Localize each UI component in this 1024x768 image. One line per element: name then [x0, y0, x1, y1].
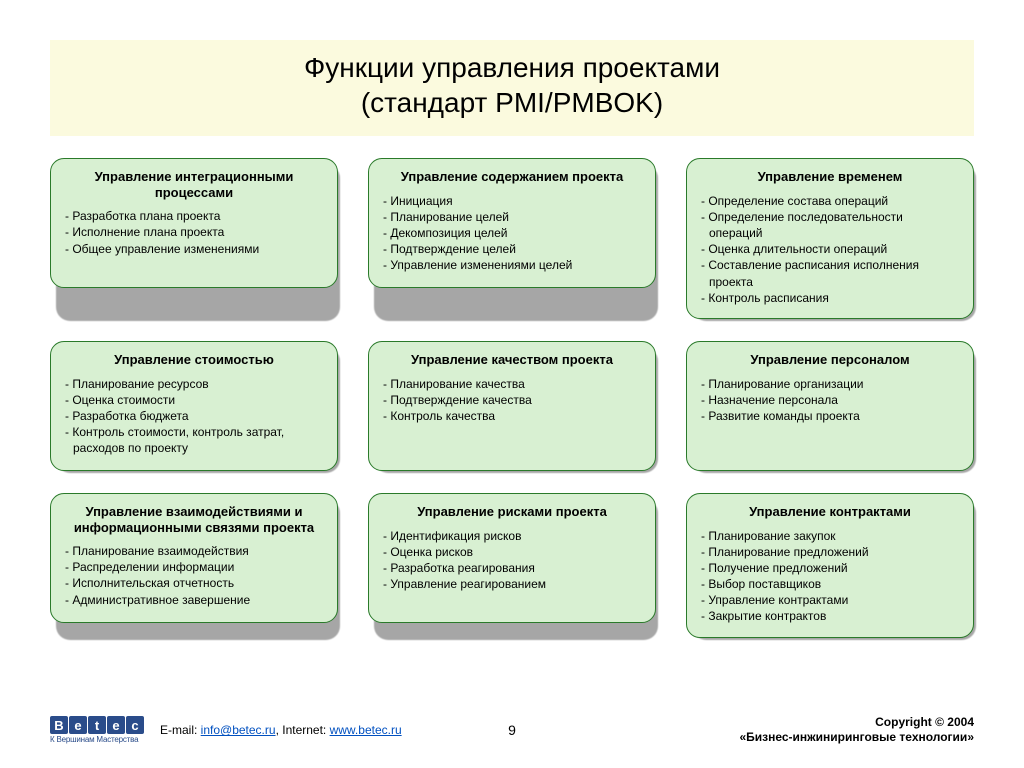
logo-letter: e — [69, 716, 87, 734]
card-list-item: Планирование качества — [383, 376, 641, 392]
card-list-item: Оценка рисков — [383, 544, 641, 560]
card-body: Управление персоналом Планирование органи… — [686, 341, 974, 471]
card-title: Управление содержанием проекта — [383, 169, 641, 185]
card-list-item: Оценка стоимости — [65, 392, 323, 408]
title-line-2: (стандарт PMI/PMBOK) — [50, 85, 974, 120]
card-body: Управление рисками проекта Идентификация … — [368, 493, 656, 623]
card: Управление взаимодействиями и информацио… — [50, 493, 338, 638]
page-number: 9 — [508, 722, 516, 738]
logo-letters: Betec — [50, 716, 144, 734]
card-list: Планирование организацииНазначение персо… — [701, 376, 959, 425]
card-title: Управление качеством проекта — [383, 352, 641, 368]
copyright: Copyright © 2004 «Бизнес-инжиниринговые … — [739, 715, 974, 746]
slide-page: Функции управления проектами (стандарт P… — [0, 0, 1024, 768]
card-list-item: Идентификация рисков — [383, 528, 641, 544]
card-body: Управление стоимостью Планирование ресурс… — [50, 341, 338, 471]
card-list-item: Получение предложений — [701, 560, 959, 576]
card-list: Идентификация рисковОценка рисковРазрабо… — [383, 528, 641, 593]
card-body: Управление взаимодействиями и информацио… — [50, 493, 338, 623]
card: Управление содержанием проектаИнициацияП… — [368, 158, 656, 319]
card-list-item: Исполнительская отчетность — [65, 575, 323, 591]
card-list-item: Административное завершение — [65, 592, 323, 608]
contact-line: E-mail: info@betec.ru, Internet: www.bet… — [160, 723, 402, 737]
slide-title: Функции управления проектами (стандарт P… — [50, 50, 974, 120]
logo: Betec К Вершинам Мастерства — [50, 716, 144, 744]
card: Управление персоналом Планирование органи… — [686, 341, 974, 471]
contact-mid: , Internet: — [276, 723, 330, 737]
card-list-item: Планирование предложений — [701, 544, 959, 560]
copyright-line-1: Copyright © 2004 — [739, 715, 974, 731]
footer: Betec К Вершинам Мастерства E-mail: info… — [50, 715, 974, 746]
logo-letter: e — [107, 716, 125, 734]
card-list-item: Определение последовательности операций — [701, 209, 959, 241]
card-list-item: Управление реагированием — [383, 576, 641, 592]
card-list-item: Определение состава операций — [701, 193, 959, 209]
card-list: Планирование взаимодействияРаспределении… — [65, 543, 323, 608]
card-list-item: Исполнение плана проекта — [65, 224, 323, 240]
logo-letter: B — [50, 716, 68, 734]
card-list-item: Планирование закупок — [701, 528, 959, 544]
url-link[interactable]: www.betec.ru — [330, 723, 402, 737]
card-list: Определение состава операцийОпределение … — [701, 193, 959, 306]
card-body: Управление контрактамиПланирование закуп… — [686, 493, 974, 638]
card-list-item: Составление расписания исполнения проект… — [701, 257, 959, 289]
card-list-item: Планирование взаимодействия — [65, 543, 323, 559]
card-list-item: Инициация — [383, 193, 641, 209]
card-grid: Управление интеграционными процессами Раз… — [50, 158, 974, 638]
card-list-item: Выбор поставщиков — [701, 576, 959, 592]
card: Управление стоимостью Планирование ресурс… — [50, 341, 338, 471]
card-list-item: Планирование организации — [701, 376, 959, 392]
card-body: Управление качеством проекта Планирование… — [368, 341, 656, 471]
card-list-item: Разработка бюджета — [65, 408, 323, 424]
card-list: Разработка плана проектаИсполнение плана… — [65, 208, 323, 257]
copyright-line-2: «Бизнес-инжиниринговые технологии» — [739, 730, 974, 746]
card: Управление интеграционными процессами Раз… — [50, 158, 338, 319]
contact-prefix: E-mail: — [160, 723, 201, 737]
card-title: Управление рисками проекта — [383, 504, 641, 520]
card: Управление временем Определение состава о… — [686, 158, 974, 319]
card-list-item: Подтверждение целей — [383, 241, 641, 257]
card: Управление контрактамиПланирование закуп… — [686, 493, 974, 638]
card-list-item: Управление изменениями целей — [383, 257, 641, 273]
card-list-item: Управление контрактами — [701, 592, 959, 608]
card-list-item: Подтверждение качества — [383, 392, 641, 408]
card-title: Управление персоналом — [701, 352, 959, 368]
card-list: Планирование ресурсовОценка стоимостиРаз… — [65, 376, 323, 457]
card-list-item: Разработка плана проекта — [65, 208, 323, 224]
title-line-1: Функции управления проектами — [50, 50, 974, 85]
card-title: Управление интеграционными процессами — [65, 169, 323, 200]
card: Управление качеством проекта Планирование… — [368, 341, 656, 471]
card-list-item: Закрытие контрактов — [701, 608, 959, 624]
card-list: ИнициацияПланирование целейДекомпозиция … — [383, 193, 641, 274]
card-list-item: Распределении информации — [65, 559, 323, 575]
card-list-item: Контроль качества — [383, 408, 641, 424]
card-list-item: Планирование целей — [383, 209, 641, 225]
card-body: Управление интеграционными процессами Раз… — [50, 158, 338, 288]
card-list-item: Разработка реагирования — [383, 560, 641, 576]
card-list-item: Контроль расписания — [701, 290, 959, 306]
card-list-item: Контроль стоимости, контроль затрат, рас… — [65, 424, 323, 456]
email-link[interactable]: info@betec.ru — [201, 723, 276, 737]
card: Управление рисками проекта Идентификация … — [368, 493, 656, 638]
logo-letter: t — [88, 716, 106, 734]
title-banner: Функции управления проектами (стандарт P… — [50, 40, 974, 136]
card-title: Управление контрактами — [701, 504, 959, 520]
card-list-item: Назначение персонала — [701, 392, 959, 408]
card-body: Управление содержанием проектаИнициацияП… — [368, 158, 656, 288]
card-list: Планирование качестваПодтверждение качес… — [383, 376, 641, 425]
card-list-item: Развитие команды проекта — [701, 408, 959, 424]
card-list: Планирование закупокПланирование предлож… — [701, 528, 959, 625]
card-list-item: Планирование ресурсов — [65, 376, 323, 392]
card-body: Управление временем Определение состава о… — [686, 158, 974, 319]
card-list-item: Декомпозиция целей — [383, 225, 641, 241]
card-list-item: Общее управление изменениями — [65, 241, 323, 257]
card-title: Управление взаимодействиями и информацио… — [65, 504, 323, 535]
logo-tagline: К Вершинам Мастерства — [50, 735, 138, 744]
card-title: Управление стоимостью — [65, 352, 323, 368]
card-title: Управление временем — [701, 169, 959, 185]
card-list-item: Оценка длительности операций — [701, 241, 959, 257]
logo-letter: c — [126, 716, 144, 734]
